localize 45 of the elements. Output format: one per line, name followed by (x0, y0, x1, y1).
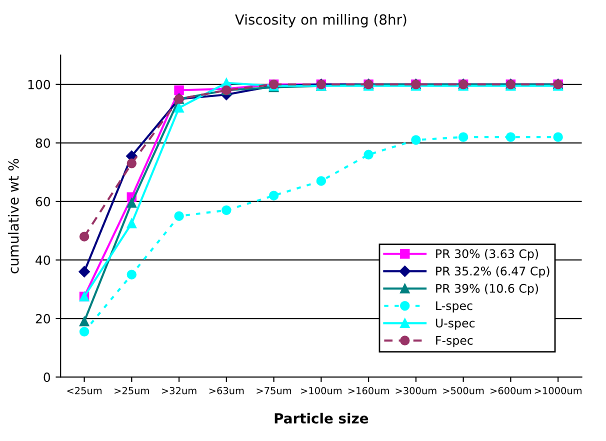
legend-label: PR 35.2% (6.47 Cp) (436, 266, 550, 278)
point (174, 102, 184, 113)
legend-label: F-spec (436, 336, 473, 348)
point (506, 132, 516, 142)
x-tick-label: >500um (443, 386, 484, 394)
y-axis-title: cumulative wt % (8, 158, 19, 274)
x-tick-label: >160um (348, 386, 389, 394)
point (78, 266, 90, 278)
x-tick-label: >1000um (534, 386, 582, 394)
point (222, 205, 232, 216)
point (126, 198, 137, 208)
legend-label: U-spec (436, 318, 475, 330)
x-tick-label: >32um (162, 386, 196, 394)
x-tick-label: >63um (209, 386, 244, 394)
point (364, 150, 374, 160)
chart-title: Viscosity on milling (8hr) (235, 14, 406, 28)
point (79, 232, 90, 242)
y-tick-label: 60 (36, 196, 50, 206)
legend-label: PR 30% (3.63 Cp) (436, 249, 538, 260)
point (79, 326, 90, 337)
point (553, 132, 563, 142)
y-tick-label: 80 (36, 138, 50, 148)
y-tick-label: 100 (28, 80, 50, 90)
point (126, 158, 137, 168)
x-axis-title: Particle size (274, 412, 368, 424)
y-tick-label: 0 (44, 372, 50, 382)
point (174, 85, 184, 96)
point (126, 218, 137, 228)
x-tick-label: >25um (114, 386, 149, 394)
legend-label: PR 39% (10.6 Cp) (436, 284, 538, 296)
point (411, 135, 421, 145)
point (174, 211, 184, 221)
y-tick-label: 40 (36, 255, 50, 265)
legend-label: L-spec (436, 301, 472, 312)
x-tick-label: >600um (490, 386, 532, 394)
point (126, 270, 137, 280)
point (268, 190, 279, 200)
point (316, 176, 326, 186)
y-tick-label: 20 (36, 314, 50, 324)
point (79, 316, 90, 326)
x-tick-label: >300um (396, 386, 436, 394)
x-tick-label: >75um (256, 387, 292, 394)
x-tick-label: <25um (67, 386, 102, 394)
point (458, 132, 468, 142)
x-tick-label: >100um (301, 386, 342, 394)
